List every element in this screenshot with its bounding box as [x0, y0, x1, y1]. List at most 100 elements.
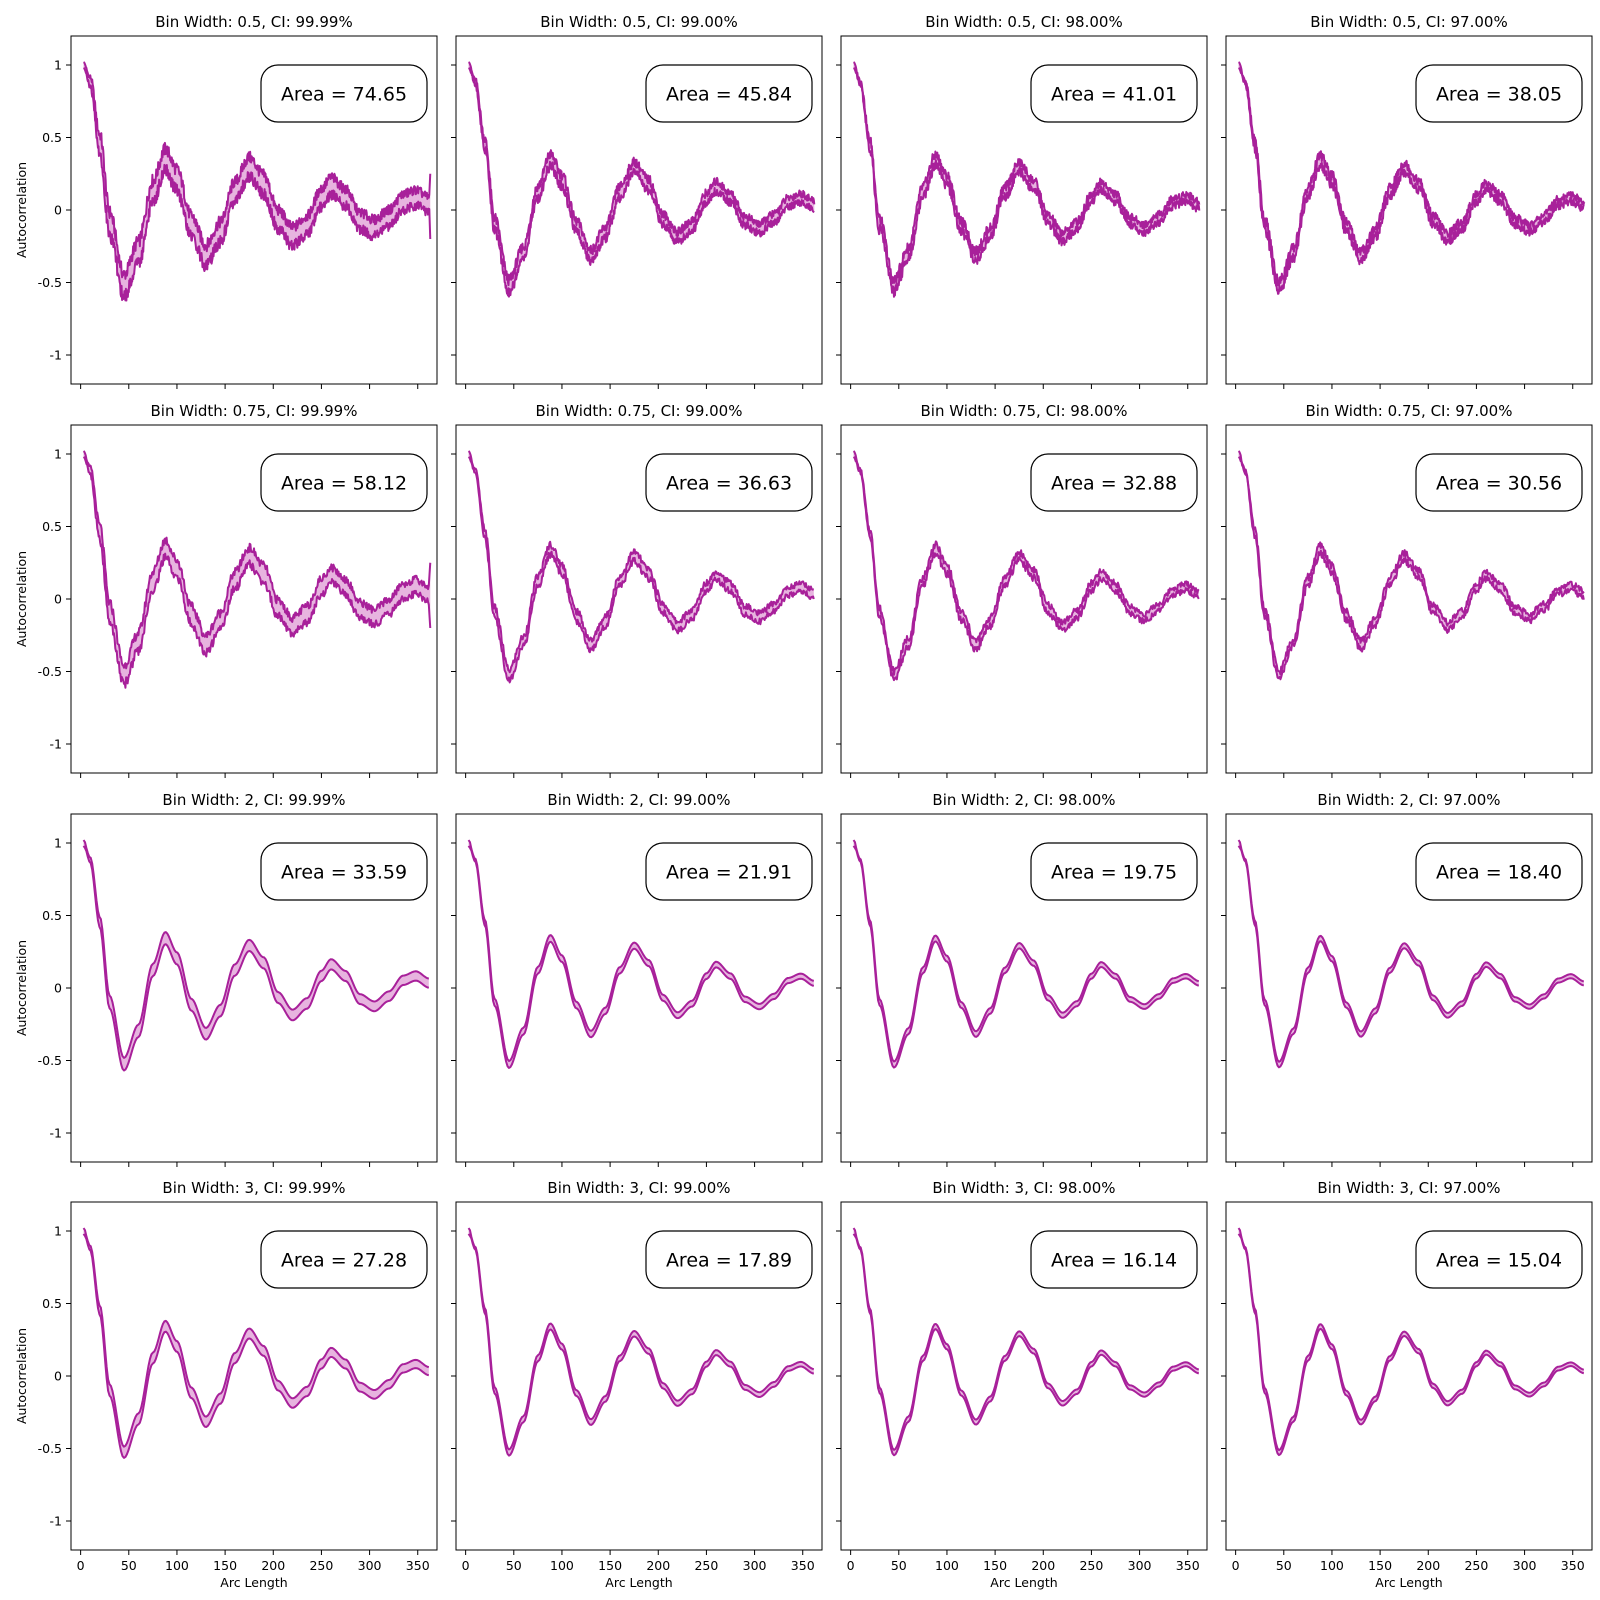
area-annotation-label: Area = 19.75 — [1051, 862, 1177, 884]
x-tick-label: 300 — [1513, 1558, 1537, 1573]
ci-upper-line — [1238, 61, 1586, 287]
x-tick-label: 150 — [213, 1558, 237, 1573]
y-tick-label: 0.5 — [42, 908, 62, 923]
x-tick-label: 100 — [165, 1558, 189, 1573]
x-tick-label: 150 — [598, 1558, 622, 1573]
y-tick-label: 0.5 — [42, 1296, 62, 1311]
area-annotation-box — [1030, 1230, 1198, 1289]
subplot-4: Bin Width: 0.5, CI: 97.00% Area = 38.05 — [1221, 13, 1593, 389]
x-tick-label: 350 — [1561, 1558, 1585, 1573]
ci-upper-line — [82, 839, 430, 1059]
area-annotation-label: Area = 16.14 — [1051, 1250, 1177, 1272]
subplot-title: Bin Width: 0.75, CI: 97.00% — [1306, 402, 1513, 420]
y-tick-label: -1 — [50, 737, 62, 752]
area-annotation-label: Area = 58.12 — [281, 473, 407, 495]
ci-lower-line — [852, 845, 1200, 1069]
x-tick-label: 50 — [121, 1558, 137, 1573]
subplot-14: Bin Width: 3, CI: 99.00% 0 50 100 150 200 250 3… — [451, 1179, 823, 1590]
subplot-title: Bin Width: 0.5, CI: 99.00% — [540, 13, 737, 31]
subplot-6: Bin Width: 0.75, CI: 99.00% Area = 36.63 — [451, 402, 823, 778]
area-annotation-label: Area = 38.05 — [1436, 84, 1562, 106]
area-annotation-label: Area = 15.04 — [1436, 1250, 1562, 1272]
subplot-title: Bin Width: 0.75, CI: 98.00% — [921, 402, 1128, 420]
y-tick-label: -0.5 — [38, 1053, 62, 1068]
y-tick-label: 1 — [54, 58, 62, 73]
y-axis-label: Autocorrelation — [14, 551, 29, 647]
ci-lower-line — [82, 456, 432, 689]
ci-upper-line — [82, 1227, 430, 1448]
ci-upper-line — [83, 61, 432, 280]
area-annotation-label: Area = 27.28 — [281, 1250, 407, 1272]
subplot-title: Bin Width: 0.75, CI: 99.99% — [151, 402, 358, 420]
ci-band-fill — [83, 451, 431, 688]
subplot-3: Bin Width: 0.5, CI: 98.00% Area = 41.01 — [836, 13, 1208, 389]
y-axis-label: Autocorrelation — [14, 1328, 29, 1424]
x-tick-label: 50 — [1276, 1558, 1292, 1573]
y-tick-label: -0.5 — [38, 275, 62, 290]
subplot-title: Bin Width: 3, CI: 99.00% — [547, 1179, 730, 1197]
x-tick-label: 250 — [1464, 1558, 1488, 1573]
area-annotation-label: Area = 33.59 — [281, 862, 407, 884]
y-tick-label: 0 — [54, 981, 62, 996]
subplot-7: Bin Width: 0.75, CI: 98.00% Area = 32.88 — [836, 402, 1208, 778]
area-annotation-box — [1030, 64, 1198, 123]
subplot-title: Bin Width: 3, CI: 97.00% — [1317, 1179, 1500, 1197]
area-annotation-box — [645, 64, 813, 123]
ci-upper-line — [467, 450, 815, 674]
x-tick-label: 250 — [694, 1558, 718, 1573]
x-tick-label: 100 — [935, 1558, 959, 1573]
ci-upper-line — [467, 839, 815, 1063]
x-tick-label: 200 — [1031, 1558, 1055, 1573]
x-axis-label: Arc Length — [990, 1575, 1057, 1590]
x-tick-label: 200 — [1416, 1558, 1440, 1573]
subplot-16: Bin Width: 3, CI: 97.00% 0 50 100 150 200 250 3… — [1221, 1179, 1593, 1590]
subplot-5: Bin Width: 0.75, CI: 99.99% 1 0.5 0 -0.5 -1 Au… — [14, 402, 438, 778]
ci-upper-line — [468, 61, 816, 287]
ci-upper-line — [1237, 1227, 1585, 1452]
y-tick-label: 0 — [54, 203, 62, 218]
ci-lower-line — [1237, 1233, 1585, 1457]
area-annotation-box — [260, 64, 428, 123]
area-annotation-box — [1415, 64, 1583, 123]
subplot-title: Bin Width: 0.5, CI: 98.00% — [925, 13, 1122, 31]
ci-lower-line — [467, 845, 815, 1069]
area-annotation-box — [260, 453, 428, 512]
ci-lower-line — [1238, 67, 1585, 295]
x-tick-label: 0 — [77, 1558, 85, 1573]
area-annotation-box — [1415, 453, 1583, 512]
y-tick-label: 0 — [54, 1369, 62, 1384]
ci-band-fill — [853, 840, 1199, 1068]
area-annotation-box — [1415, 1230, 1583, 1289]
y-tick-label: -0.5 — [38, 1441, 62, 1456]
ci-lower-line — [853, 67, 1201, 298]
x-tick-label: 50 — [506, 1558, 522, 1573]
x-tick-label: 300 — [358, 1558, 382, 1573]
x-tick-label: 0 — [1232, 1558, 1240, 1573]
area-annotation-box — [1415, 842, 1583, 901]
area-annotation-box — [645, 453, 813, 512]
subplot-title: Bin Width: 2, CI: 97.00% — [1317, 791, 1500, 809]
ci-band-fill — [83, 1228, 429, 1458]
x-tick-label: 100 — [1320, 1558, 1344, 1573]
area-annotation-box — [1030, 453, 1198, 512]
ci-lower-line — [83, 67, 432, 302]
y-tick-label: -1 — [50, 1126, 62, 1141]
ci-band-fill — [468, 1228, 814, 1456]
ci-lower-line — [1237, 456, 1585, 681]
ci-upper-line — [852, 839, 1200, 1063]
area-annotation-label: Area = 21.91 — [666, 862, 792, 884]
y-tick-label: 0 — [54, 592, 62, 607]
area-annotation-box — [1030, 842, 1198, 901]
ci-band-fill — [468, 840, 814, 1068]
x-tick-label: 50 — [891, 1558, 907, 1573]
subplot-10: Bin Width: 2, CI: 99.00% Area = 21.91 — [451, 791, 823, 1167]
subplot-9: Bin Width: 2, CI: 99.99% 1 0.5 0 -0.5 -1 Autoc… — [14, 791, 438, 1167]
subplot-title: Bin Width: 2, CI: 98.00% — [932, 791, 1115, 809]
ci-upper-line — [852, 1227, 1200, 1451]
subplot-15: Bin Width: 3, CI: 98.00% 0 50 100 150 200 250 3… — [836, 1179, 1208, 1590]
x-tick-label: 350 — [1176, 1558, 1200, 1573]
x-axis-label: Arc Length — [220, 1575, 287, 1590]
x-tick-label: 300 — [743, 1558, 767, 1573]
area-annotation-label: Area = 45.84 — [666, 84, 792, 106]
